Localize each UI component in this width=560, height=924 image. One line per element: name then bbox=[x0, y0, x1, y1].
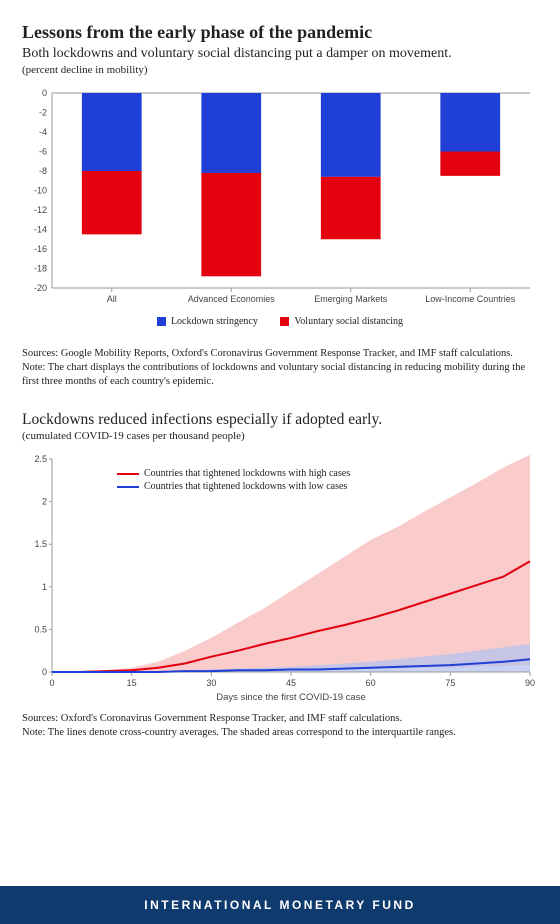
chart2-sources: Sources: Oxford's Coronavirus Government… bbox=[22, 712, 538, 740]
line-chart-legend: Countries that tightened lockdowns with … bbox=[117, 468, 350, 494]
svg-text:15: 15 bbox=[127, 678, 137, 688]
legend-label: Countries that tightened lockdowns with … bbox=[144, 468, 350, 479]
svg-text:-12: -12 bbox=[34, 205, 47, 215]
svg-text:90: 90 bbox=[525, 678, 535, 688]
svg-text:-8: -8 bbox=[39, 166, 47, 176]
svg-text:Low-Income Countries: Low-Income Countries bbox=[425, 294, 516, 304]
legend-label: Countries that tightened lockdowns with … bbox=[144, 481, 347, 492]
svg-text:-14: -14 bbox=[34, 224, 47, 234]
bar-chart: 0 -2 -4 -6 -8 -10 -12 -14 -16 -18 -20 All Advanced E… bbox=[22, 88, 538, 308]
svg-text:Days since the first COVID-19: Days since the first COVID-19 case bbox=[216, 692, 365, 703]
svg-text:-6: -6 bbox=[39, 146, 47, 156]
svg-text:-2: -2 bbox=[39, 107, 47, 117]
legend-item-low-cases: Countries that tightened lockdowns with … bbox=[117, 481, 350, 492]
legend-label: Lockdown stringency bbox=[171, 316, 258, 327]
svg-text:60: 60 bbox=[366, 678, 376, 688]
svg-text:1.5: 1.5 bbox=[34, 539, 47, 549]
chart1-sources: Sources: Google Mobility Reports, Oxford… bbox=[22, 347, 538, 390]
legend-item-voluntary: Voluntary social distancing bbox=[280, 316, 403, 327]
svg-text:0: 0 bbox=[42, 667, 47, 677]
svg-text:0: 0 bbox=[49, 678, 54, 688]
chart1-unit: (percent decline in mobility) bbox=[22, 64, 538, 76]
svg-text:1: 1 bbox=[42, 582, 47, 592]
svg-text:0.5: 0.5 bbox=[34, 624, 47, 634]
svg-text:All: All bbox=[107, 294, 117, 304]
svg-text:75: 75 bbox=[445, 678, 455, 688]
section2-title: Lockdowns reduced infections especially … bbox=[22, 411, 538, 429]
svg-text:-18: -18 bbox=[34, 263, 47, 273]
legend-item-high-cases: Countries that tightened lockdowns with … bbox=[117, 468, 350, 479]
legend-item-lockdown: Lockdown stringency bbox=[157, 316, 258, 327]
line-chart: 0 0.5 1 1.5 2 2.5 0 15 30 45 60 75 90 Days since the … bbox=[22, 454, 538, 704]
footer-brand: INTERNATIONAL MONETARY FUND bbox=[0, 886, 560, 924]
svg-text:-10: -10 bbox=[34, 185, 47, 195]
main-title: Lessons from the early phase of the pand… bbox=[22, 22, 538, 43]
svg-text:-4: -4 bbox=[39, 127, 47, 137]
svg-text:0: 0 bbox=[42, 88, 47, 98]
svg-text:-16: -16 bbox=[34, 244, 47, 254]
svg-text:45: 45 bbox=[286, 678, 296, 688]
bar-chart-legend: Lockdown stringency Voluntary social dis… bbox=[22, 316, 538, 329]
svg-text:30: 30 bbox=[206, 678, 216, 688]
svg-text:2: 2 bbox=[42, 497, 47, 507]
svg-text:Emerging Markets: Emerging Markets bbox=[314, 294, 388, 304]
legend-label: Voluntary social distancing bbox=[294, 316, 403, 327]
main-subtitle: Both lockdowns and voluntary social dist… bbox=[22, 45, 538, 63]
svg-text:Advanced Economies: Advanced Economies bbox=[188, 294, 276, 304]
svg-text:-20: -20 bbox=[34, 283, 47, 293]
chart2-unit: (cumulated COVID-19 cases per thousand p… bbox=[22, 430, 538, 442]
svg-text:2.5: 2.5 bbox=[34, 454, 47, 464]
